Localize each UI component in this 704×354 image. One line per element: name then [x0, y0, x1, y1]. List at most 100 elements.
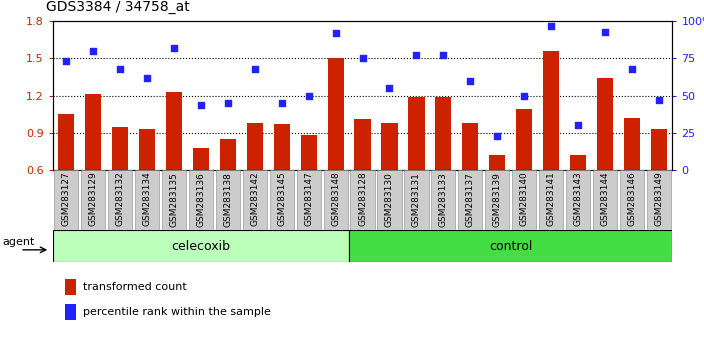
- Point: [249, 66, 260, 72]
- Text: GSM283137: GSM283137: [466, 172, 474, 227]
- Text: GSM283148: GSM283148: [331, 172, 340, 227]
- Point: [276, 100, 287, 106]
- Point: [168, 45, 180, 51]
- Text: GSM283129: GSM283129: [89, 172, 98, 227]
- Bar: [650, 129, 667, 170]
- Bar: [463, 123, 479, 170]
- Point: [87, 48, 99, 54]
- Point: [222, 100, 234, 106]
- Bar: [355, 119, 370, 170]
- Bar: [647, 170, 671, 230]
- Text: GSM283142: GSM283142: [251, 172, 259, 226]
- Text: GSM283134: GSM283134: [143, 172, 151, 227]
- Text: GSM283133: GSM283133: [439, 172, 448, 227]
- Point: [330, 30, 341, 36]
- Point: [491, 133, 503, 138]
- Bar: [54, 170, 78, 230]
- Bar: [597, 78, 613, 170]
- Point: [142, 75, 153, 81]
- Bar: [112, 126, 128, 170]
- Text: GDS3384 / 34758_at: GDS3384 / 34758_at: [46, 0, 189, 14]
- Text: GSM283132: GSM283132: [115, 172, 125, 227]
- Bar: [324, 170, 348, 230]
- Text: percentile rank within the sample: percentile rank within the sample: [82, 307, 270, 317]
- Bar: [432, 170, 455, 230]
- Point: [519, 93, 530, 98]
- Bar: [65, 279, 76, 295]
- Bar: [189, 170, 213, 230]
- Point: [357, 56, 368, 61]
- Text: GSM283131: GSM283131: [412, 172, 421, 227]
- Bar: [65, 304, 76, 320]
- Text: GSM283130: GSM283130: [385, 172, 394, 227]
- Bar: [193, 148, 209, 170]
- Bar: [485, 170, 510, 230]
- Text: GSM283135: GSM283135: [170, 172, 179, 227]
- Text: GSM283141: GSM283141: [546, 172, 555, 227]
- Text: GSM283139: GSM283139: [493, 172, 502, 227]
- Bar: [435, 97, 451, 170]
- Text: control: control: [489, 240, 532, 252]
- Bar: [516, 109, 532, 170]
- Bar: [539, 170, 563, 230]
- Bar: [270, 170, 294, 230]
- Bar: [570, 155, 586, 170]
- Point: [438, 53, 449, 58]
- Text: GSM283140: GSM283140: [520, 172, 529, 227]
- Bar: [512, 170, 536, 230]
- Point: [653, 97, 665, 103]
- Bar: [220, 139, 236, 170]
- Text: GSM283146: GSM283146: [627, 172, 636, 227]
- Text: GSM283147: GSM283147: [304, 172, 313, 227]
- Bar: [166, 92, 182, 170]
- Bar: [624, 118, 640, 170]
- Bar: [377, 170, 401, 230]
- Point: [411, 53, 422, 58]
- Bar: [458, 170, 482, 230]
- Text: agent: agent: [3, 237, 35, 247]
- Bar: [296, 170, 321, 230]
- Text: GSM283127: GSM283127: [62, 172, 71, 227]
- Bar: [215, 170, 240, 230]
- Bar: [135, 170, 159, 230]
- Point: [627, 66, 638, 72]
- Bar: [351, 170, 375, 230]
- Bar: [139, 129, 155, 170]
- Bar: [349, 230, 672, 262]
- Text: GSM283128: GSM283128: [358, 172, 367, 227]
- Bar: [301, 135, 317, 170]
- Bar: [327, 58, 344, 170]
- Point: [195, 102, 206, 107]
- Point: [546, 23, 557, 29]
- Bar: [566, 170, 590, 230]
- Text: GSM283145: GSM283145: [277, 172, 287, 227]
- Text: celecoxib: celecoxib: [172, 240, 230, 252]
- Bar: [408, 97, 425, 170]
- Bar: [620, 170, 644, 230]
- Bar: [274, 124, 290, 170]
- Bar: [243, 170, 267, 230]
- Bar: [58, 114, 75, 170]
- Text: GSM283149: GSM283149: [654, 172, 663, 227]
- Bar: [53, 230, 349, 262]
- Bar: [543, 51, 559, 170]
- Text: GSM283136: GSM283136: [196, 172, 206, 227]
- Bar: [489, 155, 505, 170]
- Bar: [404, 170, 429, 230]
- Bar: [85, 95, 101, 170]
- Point: [115, 66, 126, 72]
- Point: [61, 58, 72, 64]
- Point: [599, 29, 610, 34]
- Text: GSM283138: GSM283138: [223, 172, 232, 227]
- Text: GSM283144: GSM283144: [601, 172, 610, 226]
- Bar: [246, 123, 263, 170]
- Point: [572, 122, 584, 128]
- Point: [384, 85, 395, 91]
- Text: GSM283143: GSM283143: [574, 172, 582, 227]
- Bar: [108, 170, 132, 230]
- Point: [465, 78, 476, 84]
- Bar: [81, 170, 106, 230]
- Point: [303, 93, 314, 98]
- Bar: [382, 123, 398, 170]
- Bar: [162, 170, 186, 230]
